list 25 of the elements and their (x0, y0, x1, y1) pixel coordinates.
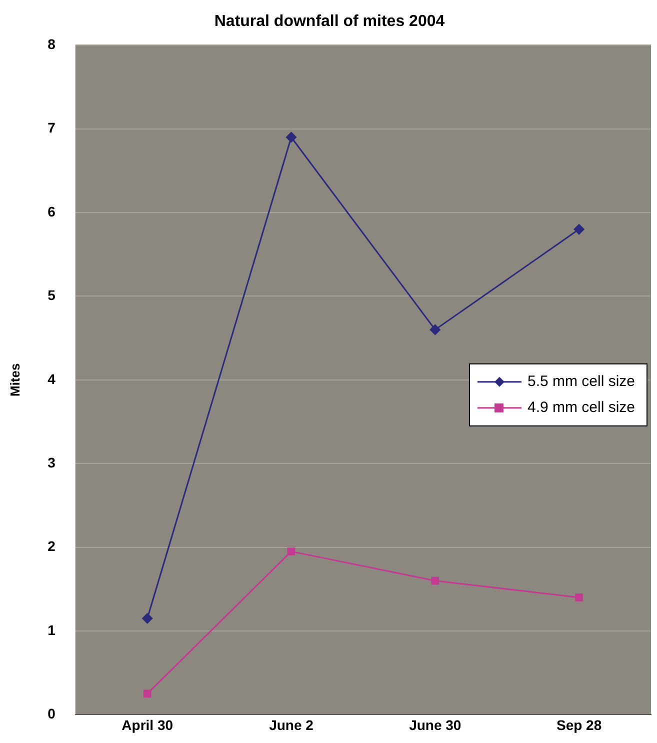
y-axis-title: Mites (7, 363, 22, 397)
y-tick-label: 7 (48, 120, 56, 136)
point (431, 576, 440, 585)
y-tick-label: 6 (48, 203, 56, 220)
chart-title: Natural downfall of mites 2004 (214, 13, 445, 30)
x-tick-label: April 30 (122, 716, 174, 733)
point (430, 324, 440, 335)
y-tick-label: 0 (48, 705, 56, 722)
y-tick-label: 5 (48, 287, 56, 304)
y-tick-label: 3 (48, 454, 56, 470)
x-tick-label: June 30 (409, 716, 462, 733)
point (575, 594, 583, 602)
x-tick-label: Sep 28 (556, 716, 602, 733)
x-tick-label: June 2 (269, 716, 314, 733)
legend-label: 4.9 mm cell size (527, 399, 636, 416)
point (286, 132, 296, 142)
y-tick-label: 1 (48, 622, 56, 638)
point (287, 548, 296, 556)
point (143, 690, 152, 698)
y-tick-label: 2 (48, 538, 56, 554)
y-tick-label: 4 (48, 370, 56, 387)
y-tick-label: 8 (48, 36, 56, 52)
point (574, 224, 584, 235)
legend-label: 5.5 mm cell size (527, 373, 636, 390)
point (142, 613, 153, 624)
